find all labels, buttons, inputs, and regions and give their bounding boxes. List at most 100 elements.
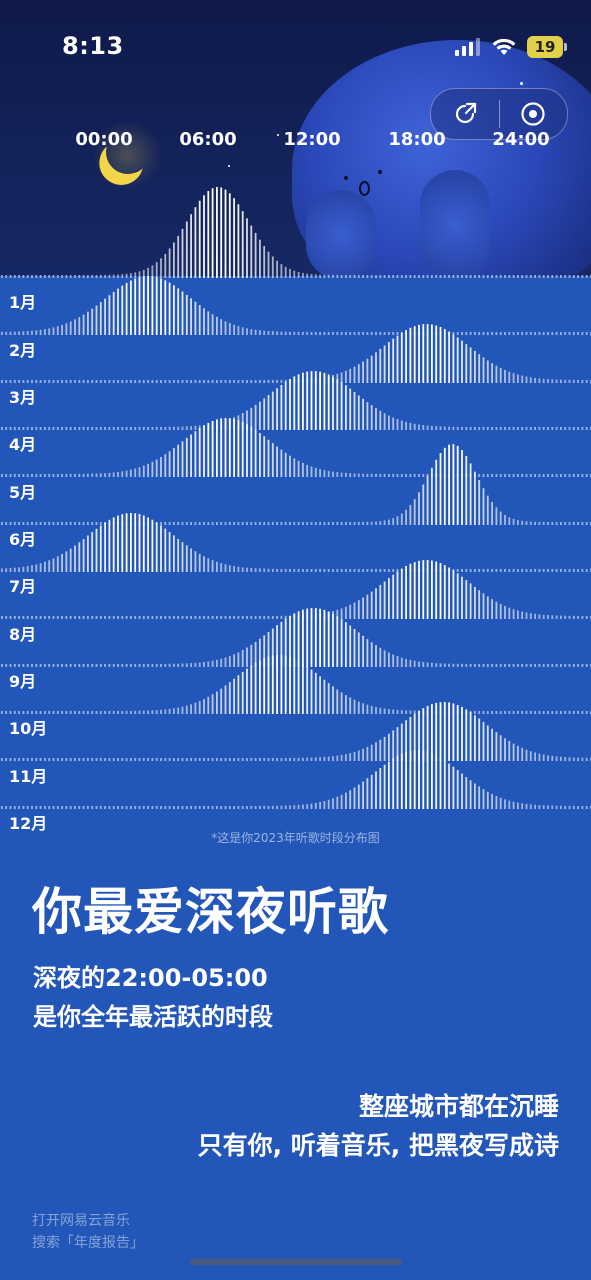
wave-bar [422, 474, 425, 477]
wave-bar [9, 275, 12, 278]
wave-bar [160, 663, 162, 667]
wave-bar [130, 664, 132, 667]
wave-bar [542, 805, 545, 809]
wave-bar [357, 332, 360, 335]
wave-bar [379, 707, 382, 714]
wave-bar [203, 425, 205, 477]
wave-bar [177, 288, 180, 335]
wave-bar [164, 758, 167, 761]
home-indicator[interactable] [190, 1259, 402, 1265]
wave-bar [259, 522, 261, 525]
wave-bar [508, 711, 511, 714]
wave-bar [99, 427, 102, 430]
record-button[interactable] [500, 89, 568, 139]
wave-bar [439, 702, 442, 761]
wave-bar [577, 757, 579, 761]
wave-bar [104, 298, 106, 335]
wave-bar [486, 725, 489, 761]
wave-bar [117, 380, 119, 383]
wave-bar [48, 664, 51, 667]
wave-bar [512, 427, 515, 430]
wave-bar [370, 332, 373, 335]
wave-bar [495, 796, 498, 809]
wave-bar [581, 427, 584, 430]
wave-bar [413, 326, 416, 383]
wave-bar [340, 692, 343, 714]
wave-bar [125, 710, 128, 714]
wave-bar [198, 701, 201, 714]
wave-bar [194, 425, 197, 430]
wave-bar [52, 558, 55, 572]
wave-bar [56, 522, 59, 525]
star-icon [228, 165, 230, 167]
wave-bar [271, 615, 274, 619]
wave-bar [142, 276, 145, 335]
wave-bar [336, 373, 339, 383]
wave-bar [461, 569, 463, 572]
wave-bar [78, 317, 81, 335]
wave-bar [564, 332, 567, 335]
wave-bar [233, 324, 235, 335]
wave-bar [409, 422, 412, 430]
wave-bar [82, 539, 85, 572]
wave-bar [61, 380, 63, 383]
wave-bar [61, 474, 63, 477]
wave-bar [293, 613, 296, 667]
wave-bar [388, 342, 390, 383]
wave-bar [134, 806, 137, 809]
wave-bar [564, 805, 567, 809]
wave-bar [211, 758, 214, 761]
wave-bar [310, 466, 313, 477]
wave-bar [147, 267, 149, 278]
wave-bar [1, 474, 3, 477]
wave-bar [512, 518, 515, 525]
wave-bar [413, 562, 416, 619]
wave-bar [254, 380, 257, 383]
wave-bar [340, 522, 343, 525]
wave-bar [259, 401, 261, 430]
wave-bar [314, 757, 317, 761]
wave-bar [224, 564, 227, 572]
wave-bar [504, 606, 506, 619]
wave-bar [319, 569, 321, 572]
wave-bar [168, 248, 171, 278]
wave-bar [357, 632, 360, 667]
month-label: 7月 [9, 577, 37, 596]
wave-bar [409, 474, 412, 477]
wave-bar [198, 522, 201, 525]
wave-bar [117, 274, 119, 278]
wave-bar [233, 198, 235, 278]
wave-bar [310, 522, 313, 525]
wave-bar [284, 568, 287, 572]
wave-bar [474, 586, 476, 619]
wave-bar [56, 616, 59, 619]
wave-bar [392, 275, 395, 278]
wave-bar [160, 426, 162, 430]
wave-bar [181, 426, 184, 430]
wave-bar [469, 275, 472, 278]
wave-bar [448, 763, 450, 809]
wave-bar [314, 608, 317, 667]
share-button[interactable] [431, 89, 499, 139]
wave-bar [130, 806, 132, 809]
wave-bar [254, 232, 257, 278]
wave-bar [564, 379, 567, 383]
wave-bar [259, 239, 261, 278]
wave-bar [117, 664, 119, 667]
wave-bar [164, 380, 167, 383]
wave-bar [547, 275, 549, 278]
wave-bar [353, 275, 356, 278]
wave-bar [177, 380, 180, 383]
wave-bar [147, 517, 149, 572]
wave-bar [82, 616, 85, 619]
wave-bar [448, 663, 450, 667]
wave-bar [517, 664, 519, 667]
wave-bar [418, 750, 420, 809]
wave-bar [198, 662, 201, 667]
wave-bar [31, 616, 33, 619]
wave-bar [181, 663, 184, 667]
wave-bar [147, 276, 149, 335]
wave-bar [435, 459, 438, 525]
wave-bar [529, 751, 532, 761]
wave-bar [246, 806, 248, 809]
